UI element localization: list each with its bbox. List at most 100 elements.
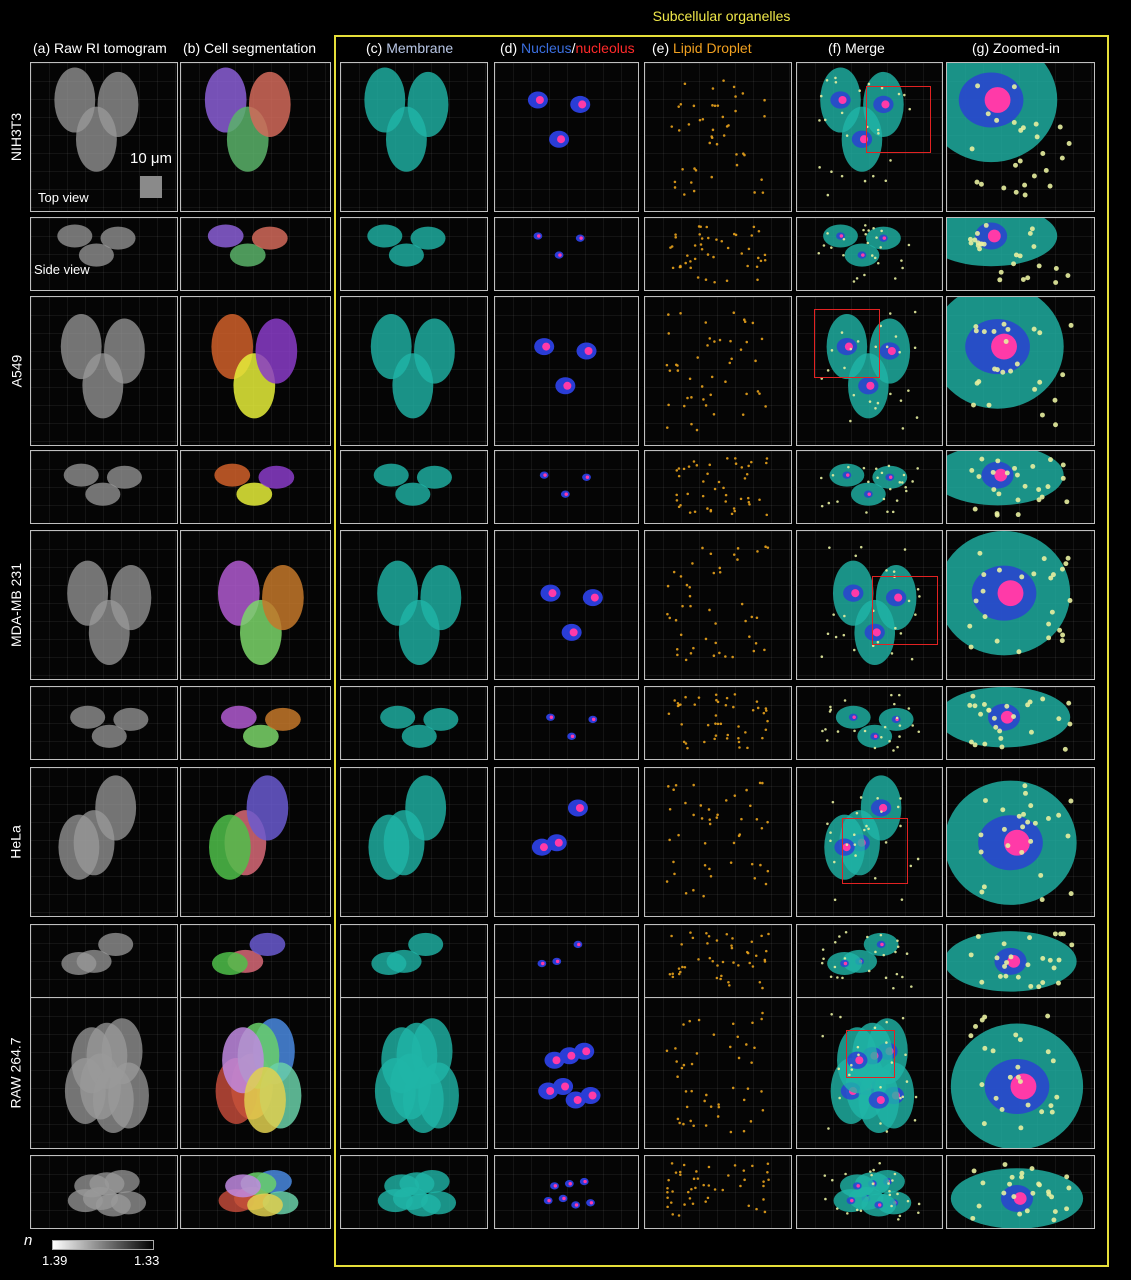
panel-nucleus-side	[494, 217, 639, 291]
scale-label: 10 μm	[130, 150, 172, 167]
panel-merge-top	[796, 62, 943, 212]
panel-lipid-side	[644, 450, 792, 524]
panel-lipid-top	[644, 296, 792, 446]
column-header-d: (d) Nucleus/nucleolus	[500, 40, 635, 56]
panel-seg-top	[180, 997, 331, 1149]
panel-merge-top	[796, 767, 943, 917]
panel-nucleus-side	[494, 450, 639, 524]
panel-zoom-top	[946, 530, 1095, 680]
column-header-c: (c) Membrane	[366, 40, 453, 56]
panel-merge-side	[796, 686, 943, 760]
row-label-text: NIH3T3	[8, 112, 25, 162]
group-title: Subcellular organelles	[652, 8, 791, 24]
row-label-text: RAW 264.7	[8, 1037, 25, 1109]
panel-zoom-side	[946, 1155, 1095, 1229]
row-label-text: HeLa	[8, 825, 24, 859]
panel-lipid-top	[644, 767, 792, 917]
panel-membrane-top	[340, 997, 488, 1149]
column-header-part: nucleolus	[575, 40, 635, 56]
panel-zoom-top	[946, 997, 1095, 1149]
column-header-a: (a) Raw RI tomogram	[33, 40, 167, 56]
panel-membrane-top	[340, 296, 488, 446]
column-header-g: (g) Zoomed-in	[972, 40, 1060, 56]
colorbar-symbol: n	[24, 1232, 33, 1249]
row-label: RAW 264.7	[4, 997, 28, 1149]
panel-membrane-side	[340, 1155, 488, 1229]
panel-raw-side	[30, 450, 178, 524]
panel-membrane-top	[340, 767, 488, 917]
panel-merge-side	[796, 217, 943, 291]
panel-raw-side	[30, 217, 178, 291]
panel-merge-top	[796, 997, 943, 1149]
panel-nucleus-side	[494, 686, 639, 760]
panel-lipid-top	[644, 997, 792, 1149]
panel-seg-side	[180, 217, 331, 291]
zoom-region-box	[872, 576, 938, 645]
panel-seg-side	[180, 450, 331, 524]
panel-raw-side	[30, 686, 178, 760]
panel-nucleus-top	[494, 62, 639, 212]
column-header-part: Membrane	[386, 40, 454, 56]
column-header-b: (b) Cell segmentation	[183, 40, 317, 56]
panel-merge-top	[796, 530, 943, 680]
column-header-f: (f) Merge	[828, 40, 885, 56]
column-header-prefix: (d)	[500, 40, 521, 56]
panel-seg-top	[180, 62, 331, 212]
panel-merge-top	[796, 296, 943, 446]
column-header-prefix: (e)	[652, 40, 673, 56]
panel-lipid-side	[644, 924, 792, 998]
panel-membrane-top	[340, 530, 488, 680]
panel-raw-top	[30, 997, 178, 1149]
panel-nucleus-top	[494, 530, 639, 680]
zoom-region-box	[814, 309, 880, 378]
panel-seg-top	[180, 767, 331, 917]
panel-merge-side	[796, 1155, 943, 1229]
panel-raw-top	[30, 767, 178, 917]
panel-lipid-side	[644, 686, 792, 760]
panel-zoom-top	[946, 767, 1095, 917]
panel-nucleus-top	[494, 296, 639, 446]
panel-zoom-side	[946, 924, 1095, 998]
row-label-text: MDA-MB 231	[8, 562, 24, 648]
row-label: A549	[4, 296, 28, 446]
column-header-prefix: (c)	[366, 40, 387, 56]
panel-nucleus-top	[494, 997, 639, 1149]
panel-raw-side	[30, 1155, 178, 1229]
colorbar	[52, 1240, 154, 1250]
zoom-region-box	[846, 1030, 895, 1078]
panel-seg-side	[180, 1155, 331, 1229]
panel-lipid-side	[644, 217, 792, 291]
panel-membrane-side	[340, 924, 488, 998]
panel-membrane-side	[340, 217, 488, 291]
column-header-part: Lipid Droplet	[673, 40, 752, 56]
panel-zoom-top	[946, 62, 1095, 212]
panel-zoom-top	[946, 296, 1095, 446]
column-header-part: /	[571, 40, 576, 56]
panel-merge-side	[796, 450, 943, 524]
panel-merge-side	[796, 924, 943, 998]
panel-seg-top	[180, 296, 331, 446]
panel-zoom-side	[946, 217, 1095, 291]
panel-seg-top	[180, 530, 331, 680]
panel-lipid-top	[644, 530, 792, 680]
panel-seg-side	[180, 686, 331, 760]
row-label-text: A549	[8, 354, 25, 388]
organelles-frame	[334, 35, 1109, 1267]
column-header-part: Nucleus	[521, 40, 572, 56]
panel-seg-side	[180, 924, 331, 998]
colorbar-left-value: 1.39	[42, 1253, 68, 1268]
column-header-e: (e) Lipid Droplet	[652, 40, 752, 56]
panel-lipid-side	[644, 1155, 792, 1229]
panel-membrane-side	[340, 686, 488, 760]
panel-raw-top	[30, 296, 178, 446]
panel-zoom-side	[946, 686, 1095, 760]
panel-zoom-side	[946, 450, 1095, 524]
zoom-region-box	[842, 818, 908, 884]
panel-membrane-top	[340, 62, 488, 212]
panel-membrane-side	[340, 450, 488, 524]
row-label: HeLa	[4, 767, 28, 917]
panel-nucleus-top	[494, 767, 639, 917]
panel-nucleus-side	[494, 1155, 639, 1229]
panel-nucleus-side	[494, 924, 639, 998]
side-view-label: Side view	[34, 262, 90, 277]
